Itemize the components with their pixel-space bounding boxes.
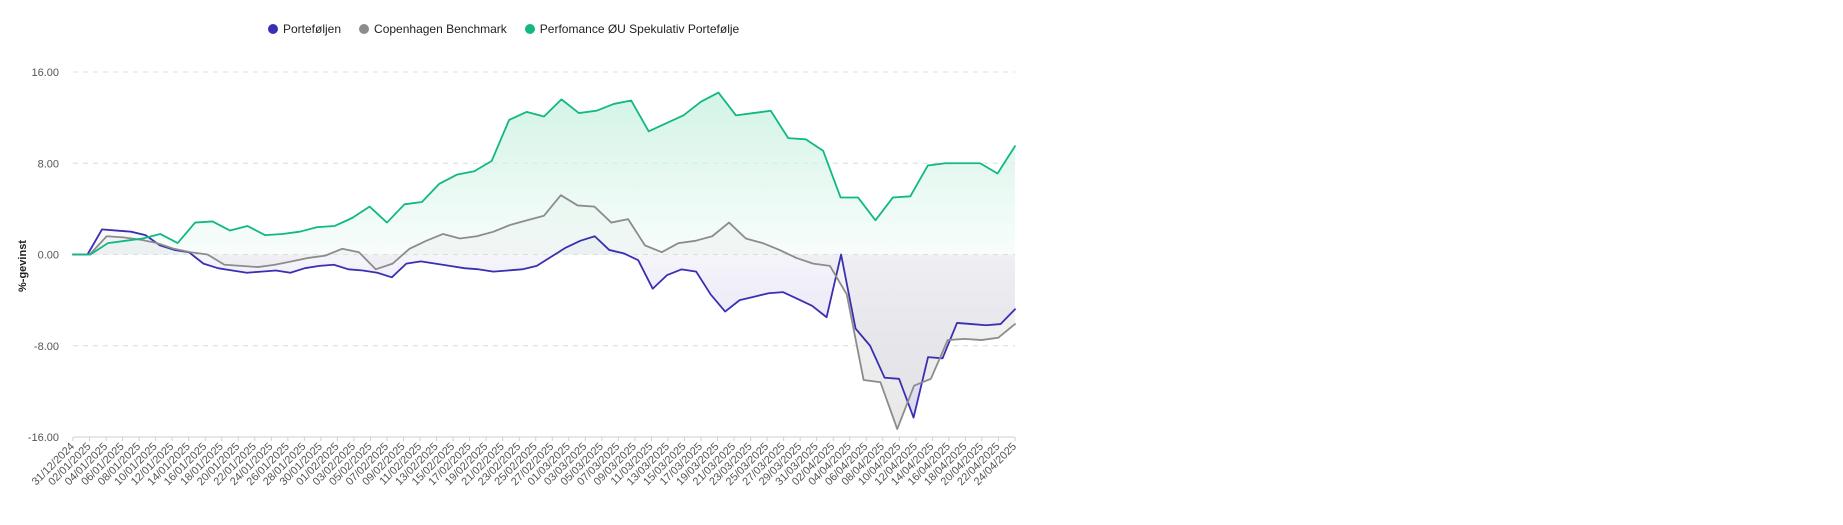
legend-dot-spekulativ	[524, 24, 535, 34]
y-tick-label: 0.00	[38, 250, 59, 262]
series-area-0	[73, 229, 1015, 418]
series-line-2	[72, 91, 1016, 256]
legend-dot-portefoljen	[268, 24, 278, 34]
legend-label-benchmark: Copenhagen Benchmark	[374, 22, 507, 36]
legend-item-portefoljen[interactable]: Porteføljen	[268, 22, 341, 36]
y-tick-label: 16.00	[31, 67, 59, 79]
y-tick-label: -16.00	[28, 432, 59, 444]
series-line-1	[72, 194, 1016, 430]
legend-dot-benchmark	[359, 24, 370, 34]
y-tick-label: 8.00	[38, 158, 59, 170]
legend-label-portefoljen: Porteføljen	[283, 22, 342, 36]
y-tick-label: -8.00	[34, 341, 59, 353]
series-area-2	[73, 92, 1015, 255]
legend-item-spekulativ[interactable]: Perfomance ØU Spekulativ Portefølje	[524, 22, 740, 36]
series-line-0	[72, 228, 1016, 419]
legend-item-benchmark[interactable]: Copenhagen Benchmark	[359, 22, 507, 36]
legend-label-spekulativ: Perfomance ØU Spekulativ Portefølje	[539, 22, 740, 36]
legend: Porteføljen Copenhagen Benchmark Perfoma…	[268, 22, 739, 36]
